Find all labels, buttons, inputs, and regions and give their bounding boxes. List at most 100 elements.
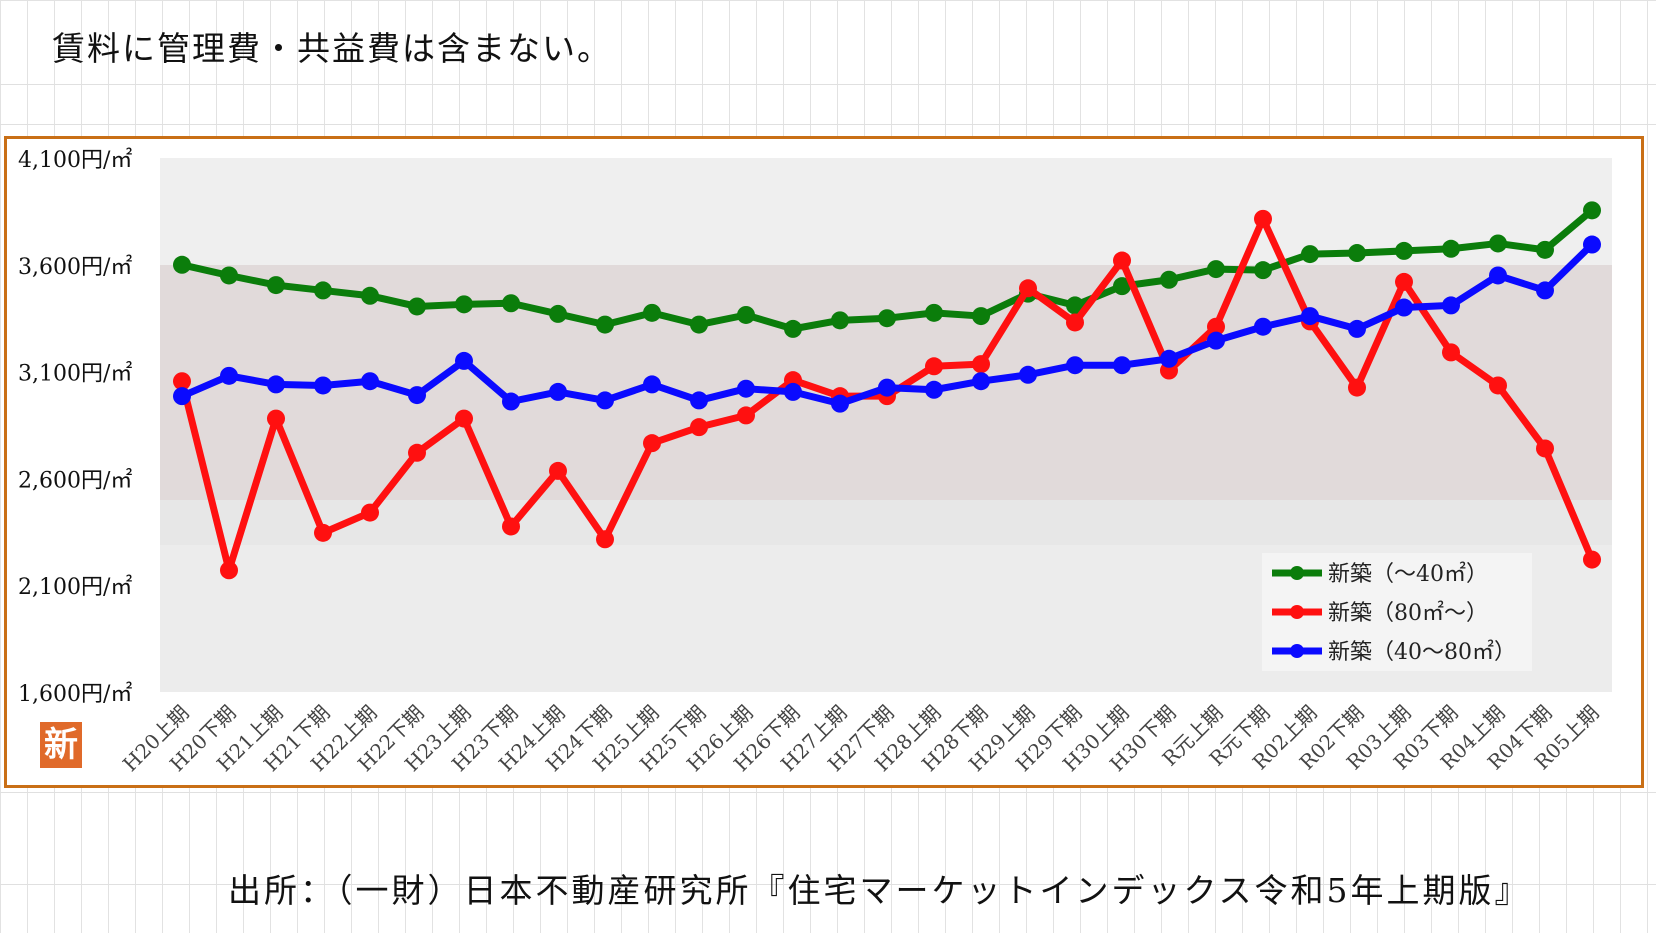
sheet-row-line [0,84,1656,85]
data-point [502,392,520,411]
data-point [831,311,849,330]
legend-swatch-marker [1290,566,1304,580]
background-fence [160,500,1612,545]
legend-label: 新築（～40㎡） [1328,561,1488,587]
data-point [220,266,238,285]
data-point [1348,244,1366,263]
legend-label: 新築（80㎡～） [1328,600,1488,626]
data-point [361,286,379,305]
data-point [1536,439,1554,458]
data-point [1489,234,1507,253]
data-point [643,434,661,453]
data-point [502,517,520,536]
legend-swatch-marker [1290,644,1304,658]
data-point [1254,317,1272,336]
data-point [1301,307,1319,326]
data-point [1489,266,1507,285]
y-tick-label: 2,100円/㎡ [18,574,132,600]
data-point [831,394,849,413]
data-point [596,315,614,334]
data-point [878,378,896,397]
data-point [972,372,990,391]
data-point [1207,260,1225,279]
data-point [1254,209,1272,228]
data-point [549,382,567,401]
sheet-row-line [0,792,1656,793]
data-point [408,443,426,462]
data-point [1583,201,1601,220]
data-point [314,523,332,542]
data-point [1113,251,1131,270]
data-point [972,307,990,326]
data-point [1113,277,1131,296]
data-point [1301,245,1319,264]
data-point [408,297,426,316]
data-point [1348,378,1366,397]
data-point [1160,349,1178,368]
data-point [314,281,332,300]
sheet-row-line [0,884,1656,885]
data-point [1442,239,1460,258]
data-point [1207,317,1225,336]
data-point [784,319,802,338]
data-point [1583,550,1601,569]
legend-swatch-marker [1290,605,1304,619]
data-point [1395,272,1413,291]
data-point [690,315,708,334]
data-point [1113,356,1131,375]
data-point [361,503,379,522]
data-point [1207,331,1225,350]
data-point [220,561,238,580]
data-point [925,357,943,376]
data-point [1348,319,1366,338]
data-point [643,375,661,394]
data-point [925,380,943,399]
data-point [737,305,755,324]
data-point [1019,279,1037,298]
data-point [455,351,473,370]
data-point [173,372,191,391]
data-point [267,276,285,295]
data-point [1066,313,1084,332]
data-point [596,391,614,410]
source-text: 出所：（一財）日本不動産研究所『住宅マーケットインデックス令和5年上期版』 [228,871,1531,910]
data-point [1066,296,1084,315]
y-tick-label: 3,600円/㎡ [18,254,132,280]
data-point [737,379,755,398]
data-point [1254,261,1272,280]
data-point [1395,241,1413,260]
data-point [220,366,238,385]
sheet-row-line [0,124,1656,125]
new-building-badge: 新 [40,722,82,768]
data-point [1395,298,1413,317]
data-point [549,304,567,323]
y-tick-label: 1,600円/㎡ [18,681,132,707]
data-point [690,391,708,410]
data-point [455,295,473,314]
data-point [737,406,755,425]
data-point [878,309,896,328]
data-point [1442,296,1460,315]
data-point [643,303,661,322]
data-point [361,372,379,391]
data-point [1583,235,1601,254]
data-point [972,355,990,374]
data-point [1536,240,1554,259]
y-tick-label: 4,100円/㎡ [18,147,132,173]
data-point [502,294,520,313]
data-point [690,418,708,437]
data-point [173,255,191,274]
data-point [173,387,191,406]
rent-note-text: 賃料に管理費・共益費は含まない。 [52,29,612,68]
data-point [455,409,473,428]
data-point [267,375,285,394]
data-point [267,409,285,428]
data-point [1489,376,1507,395]
data-point [1536,281,1554,300]
data-point [408,386,426,405]
data-point [1160,270,1178,289]
y-tick-label: 3,100円/㎡ [18,361,132,387]
data-point [1019,365,1037,384]
y-tick-label: 2,600円/㎡ [18,467,132,493]
data-point [925,303,943,322]
